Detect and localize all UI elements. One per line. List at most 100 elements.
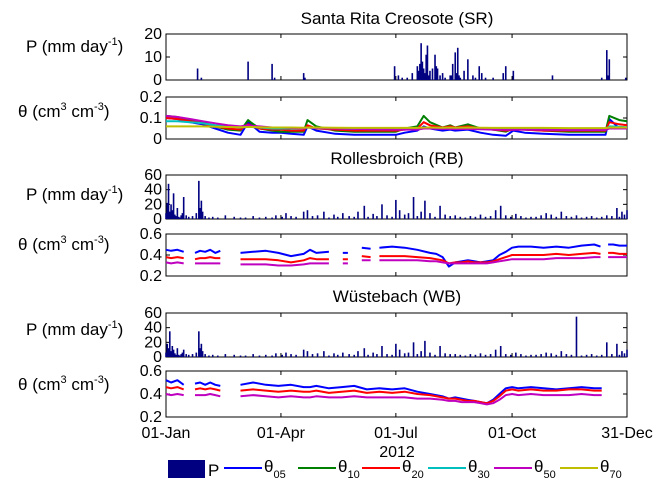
rb-theta-panel: 0.2 0.4 0.6 bbox=[140, 226, 628, 285]
ylabel-wb-p: P (mm day-1) bbox=[26, 319, 123, 339]
precip-bar bbox=[421, 61, 424, 80]
precip-bar bbox=[342, 213, 344, 219]
precip-bar bbox=[424, 340, 426, 357]
precip-bar bbox=[165, 352, 167, 357]
precip-bar bbox=[302, 211, 305, 219]
precip-bar bbox=[444, 77, 446, 80]
precip-bar bbox=[177, 216, 180, 219]
precip-bar bbox=[427, 75, 430, 80]
wb-theta-panel: 0.2 0.4 0.6 bbox=[140, 363, 628, 426]
precip-bar bbox=[504, 215, 507, 219]
precip-bar bbox=[316, 353, 319, 357]
precip-bar bbox=[290, 216, 292, 219]
precip-bar bbox=[459, 77, 462, 80]
precip-bar bbox=[196, 68, 199, 80]
precip-bar bbox=[621, 211, 623, 219]
sr-precip-panel: 0 10 20 bbox=[144, 26, 628, 89]
precip-bar bbox=[525, 217, 527, 219]
precip-bar bbox=[181, 213, 184, 219]
x-tick-label: 01-Jan bbox=[142, 425, 191, 442]
precip-bar bbox=[530, 354, 532, 357]
precip-bar bbox=[474, 216, 477, 219]
precip-bar bbox=[348, 216, 350, 219]
theta-mid: cm bbox=[67, 102, 94, 121]
precip-bar bbox=[386, 354, 388, 357]
precip-bar bbox=[403, 353, 406, 357]
precip-bar bbox=[560, 351, 563, 357]
precip-bar bbox=[306, 210, 309, 219]
y-tick-label: 40 bbox=[144, 182, 162, 199]
precip-bar bbox=[174, 214, 176, 219]
precip-bar bbox=[412, 197, 415, 219]
precip-bar bbox=[185, 354, 188, 357]
precip-bar bbox=[608, 59, 611, 80]
precip-bar bbox=[535, 354, 537, 357]
y-tick-label: 20 bbox=[144, 334, 162, 351]
precip-bar bbox=[429, 352, 431, 357]
precip-bar bbox=[624, 77, 627, 80]
y-tick-label: 0 bbox=[153, 131, 162, 148]
precip-bar bbox=[439, 75, 441, 80]
precip-bar bbox=[306, 351, 309, 357]
precip-bar bbox=[499, 346, 502, 357]
legend-theta30-label: θ30 bbox=[468, 457, 490, 481]
x-tick-label: 01-Oct bbox=[488, 425, 537, 442]
precip-bar bbox=[585, 354, 588, 357]
precip-bar bbox=[273, 77, 276, 80]
precip-bar bbox=[376, 216, 378, 219]
p-label: P (mm day bbox=[26, 37, 108, 56]
legend-theta20-label: θ20 bbox=[402, 457, 424, 481]
precip-bar bbox=[621, 351, 623, 357]
precip-bar bbox=[336, 216, 339, 219]
precip-bar bbox=[295, 216, 297, 219]
precip-bar bbox=[316, 215, 319, 219]
precip-bar bbox=[176, 348, 179, 357]
series-line-theta70 bbox=[166, 125, 627, 130]
precip-bar bbox=[570, 354, 573, 357]
precip-bar bbox=[244, 217, 247, 219]
precip-bar bbox=[494, 349, 497, 357]
svg-text:θ (cm3 cm-3): θ (cm3 cm-3) bbox=[18, 234, 109, 254]
precip-bar bbox=[181, 352, 184, 357]
y-tick-label: 0 bbox=[153, 211, 162, 228]
x-tick-label: 01-Jul bbox=[374, 425, 418, 442]
precip-bar bbox=[595, 355, 598, 357]
precip-bar bbox=[535, 216, 537, 219]
precip-bar bbox=[201, 351, 204, 357]
p-exp: -1 bbox=[108, 36, 118, 48]
precip-bar bbox=[191, 216, 194, 219]
y-tick-label: 0.6 bbox=[140, 363, 162, 380]
precip-bar bbox=[264, 354, 267, 357]
precip-bar bbox=[357, 211, 359, 219]
precip-bar bbox=[285, 352, 287, 357]
precip-bar bbox=[463, 70, 465, 80]
precip-bar bbox=[208, 217, 210, 219]
precip-bar bbox=[412, 342, 415, 357]
precip-bar bbox=[570, 216, 573, 219]
precip-bar bbox=[550, 214, 553, 219]
ylabel-sr-theta: θ (cm3 cm-3) bbox=[18, 101, 109, 121]
precip-bar bbox=[167, 183, 170, 219]
legend-theta05-label: θ05 bbox=[264, 457, 286, 481]
precip-bar bbox=[285, 213, 287, 219]
precip-bar bbox=[580, 355, 583, 357]
legend-theta10-label: θ10 bbox=[338, 457, 360, 481]
legend-p-swatch bbox=[168, 460, 205, 478]
precip-bar bbox=[479, 214, 482, 219]
precip-bar bbox=[281, 216, 283, 219]
precip-bar bbox=[311, 354, 314, 357]
precip-bar bbox=[510, 354, 512, 357]
ylabel-sr-p: P (mm day-1) bbox=[26, 36, 123, 56]
sr-title: Santa Rita Creosote (SR) bbox=[301, 9, 494, 28]
wb-title: Wüstebach (WB) bbox=[333, 287, 461, 306]
precip-bar bbox=[264, 216, 267, 219]
precip-bar bbox=[216, 217, 219, 219]
theta-exp2: -3 bbox=[94, 101, 104, 113]
precip-bar bbox=[424, 200, 426, 219]
precip-bar bbox=[372, 352, 374, 357]
precip-bar bbox=[449, 354, 451, 357]
precip-bar bbox=[626, 210, 628, 219]
precip-bar bbox=[224, 354, 227, 357]
precip-bar bbox=[434, 354, 436, 357]
precip-bar bbox=[455, 73, 458, 80]
